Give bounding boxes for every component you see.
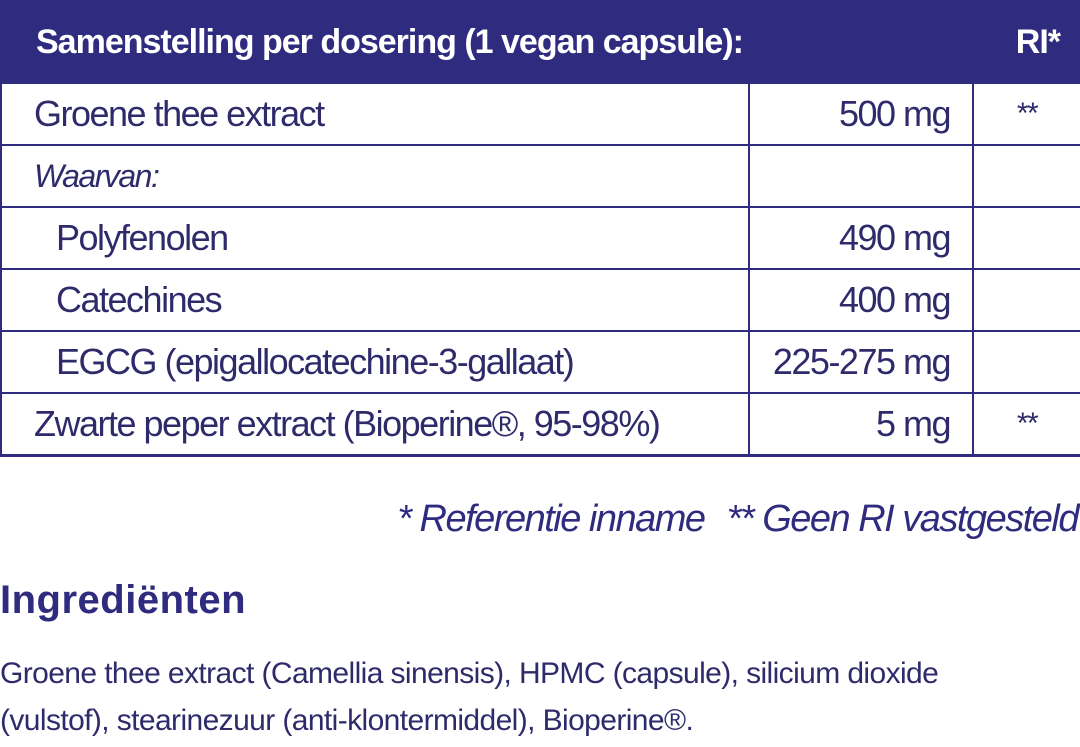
ingredient-amount: 490 mg: [747, 206, 975, 270]
ingredients-text: Groene thee extract (Camellia sinensis),…: [0, 657, 939, 737]
table-header-row: Samenstelling per dosering (1 vegan caps…: [0, 0, 1080, 84]
ingredient-amount: 5 mg: [747, 392, 975, 457]
table-row: Groene thee extract 500 mg **: [0, 82, 1080, 146]
footnote-no-ri: ** Geen RI vastgesteld: [726, 498, 1080, 540]
ingredient-ri: [972, 144, 1080, 208]
ingredient-amount: [747, 144, 975, 208]
ingredient-ri: [972, 330, 1080, 394]
ingredient-name: Polyfenolen: [0, 206, 750, 270]
footnote-ri: * Referentie inname: [397, 498, 706, 540]
ingredient-name: Groene thee extract: [0, 82, 750, 146]
ingredients-title: Ingrediënten: [0, 578, 247, 622]
ingredient-amount: 500 mg: [747, 82, 975, 146]
ingredient-name: EGCG (epigallocatechine-3-gallaat): [0, 330, 750, 394]
header-ri-label: RI*: [972, 0, 1080, 84]
ingredient-ri: [972, 268, 1080, 332]
footnotes: * Referentie inname ** Geen RI vastgestel…: [397, 498, 1080, 541]
table-row: Polyfenolen 490 mg: [0, 206, 1080, 270]
ingredient-amount: 400 mg: [747, 268, 975, 332]
table-row: Catechines 400 mg: [0, 268, 1080, 332]
ingredient-ri: **: [972, 82, 1080, 146]
ingredient-name: Zwarte peper extract (Bioperine®, 95-98%…: [0, 392, 750, 457]
ingredient-ri: [972, 206, 1080, 270]
table-row: EGCG (epigallocatechine-3-gallaat) 225-2…: [0, 330, 1080, 394]
table-row: Waarvan:: [0, 144, 1080, 208]
ingredient-name: Catechines: [0, 268, 750, 332]
subheading-waarvan: Waarvan:: [0, 144, 750, 208]
nutrition-table: Samenstelling per dosering (1 vegan caps…: [0, 0, 1080, 457]
table-row: Zwarte peper extract (Bioperine®, 95-98%…: [0, 392, 1080, 457]
ingredient-amount: 225-275 mg: [747, 330, 975, 394]
header-composition-label: Samenstelling per dosering (1 vegan caps…: [0, 0, 975, 84]
ingredient-ri: **: [972, 392, 1080, 457]
